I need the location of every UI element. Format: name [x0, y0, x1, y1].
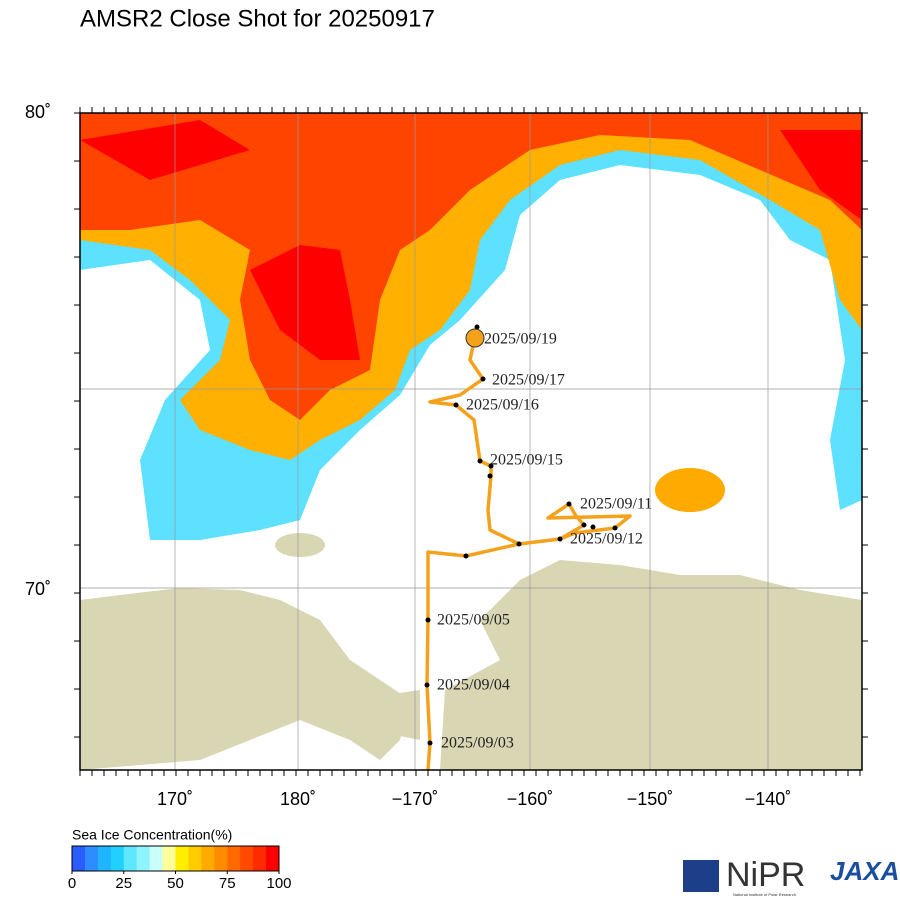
land	[80, 560, 862, 770]
track-label: 2025/09/12	[570, 531, 643, 548]
colorbar-segment	[227, 846, 241, 871]
lon-label: −150˚	[627, 789, 674, 809]
track-label: 2025/09/17	[492, 372, 565, 389]
colorbar-segment	[253, 846, 267, 871]
ice-patch	[655, 468, 725, 512]
map-frame	[79, 112, 863, 771]
colorbar-segment	[72, 846, 86, 871]
track-points	[424, 324, 618, 746]
colorbar-segment	[175, 846, 189, 871]
colorbar-segment	[214, 846, 228, 871]
nipr-sub: National Institute of Polar Research	[733, 892, 796, 897]
colorbar-segment	[266, 846, 280, 871]
lon-label: 170˚	[157, 789, 193, 809]
frame-ticks	[74, 107, 868, 776]
colorbar-segment	[188, 846, 202, 871]
ice-high	[80, 113, 862, 420]
colorbar-tick-label: 100	[266, 875, 291, 892]
title: AMSR2 Close Shot for 20250917	[80, 5, 435, 32]
colorbar-segment	[201, 846, 215, 871]
track-label: 2025/09/15	[490, 452, 563, 469]
colorbar-tick-label: 25	[115, 875, 132, 892]
track-label: 2025/09/16	[466, 397, 539, 414]
colorbar-title: Sea Ice Concentration(%)	[72, 827, 232, 843]
colorbar-segment	[149, 846, 164, 871]
lon-label: −170˚	[392, 789, 439, 809]
current-position	[465, 328, 485, 348]
colorbar-tick-label: 75	[219, 875, 236, 892]
jaxa-logo: JAXA	[830, 856, 899, 886]
lat-label: 80˚	[25, 102, 51, 122]
nipr-icon	[683, 860, 719, 892]
track-label: 2025/09/05	[437, 612, 510, 629]
track-label: 2025/09/03	[441, 735, 514, 752]
lon-label: −160˚	[507, 789, 554, 809]
track-label: 2025/09/19	[484, 331, 557, 348]
colorbar-segment	[136, 846, 151, 871]
colorbar-segment	[123, 846, 138, 871]
track-label: 2025/09/11	[580, 496, 652, 513]
track-label: 2025/09/04	[437, 677, 510, 694]
lon-label: −140˚	[745, 789, 792, 809]
nipr-logo: NiPR	[726, 856, 805, 894]
colorbar-tick-label: 50	[167, 875, 184, 892]
colorbar-segment	[84, 846, 99, 871]
lon-label: 180˚	[280, 789, 316, 809]
colorbar-segment	[240, 846, 254, 871]
colorbar-segment	[110, 846, 125, 871]
colorbar-tick-label: 0	[68, 875, 76, 892]
ice-core	[80, 120, 862, 360]
map-area	[80, 113, 862, 770]
lat-label: 70˚	[25, 579, 51, 599]
colorbar-segment	[162, 846, 176, 871]
colorbar-segment	[97, 846, 112, 871]
island	[275, 533, 325, 557]
